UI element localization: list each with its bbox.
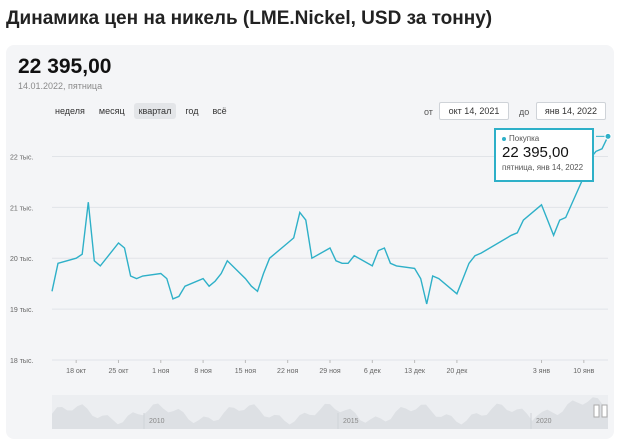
navigator-year-label: 2015: [343, 418, 359, 425]
tooltip-series-name: Покупка: [509, 134, 540, 143]
tooltip-series-dot-icon: [502, 136, 506, 141]
series-line-pokupka: [51, 135, 609, 305]
y-tick-label: 20 тыс.: [10, 256, 33, 263]
navigator-year-label: 2020: [536, 418, 552, 425]
y-tick-label: 19 тыс.: [10, 307, 33, 314]
x-tick-label: 25 окт: [108, 368, 129, 375]
x-tick-label: 29 ноя: [319, 368, 340, 375]
x-tick-label: 22 ноя: [277, 368, 298, 375]
current-date: 14.01.2022, пятница: [18, 81, 103, 91]
page-title: Динамика цен на никель (LME.Nickel, USD …: [6, 8, 493, 29]
last-point-marker: [604, 132, 612, 140]
x-tick-label: 6 дек: [364, 368, 382, 375]
navigator-handle-left[interactable]: [593, 404, 600, 418]
date-to-input[interactable]: янв 14, 2022: [536, 102, 606, 120]
y-tick-label: 21 тыс.: [10, 205, 33, 212]
range-all-button[interactable]: всё: [212, 106, 227, 116]
y-tick-label: 22 тыс.: [10, 154, 33, 161]
range-quarter-button[interactable]: квартал: [133, 103, 177, 119]
tooltip: Покупка 22 395,00 пятница, янв 14, 2022: [494, 128, 594, 182]
date-to-label: до: [519, 107, 530, 117]
y-tick-label: 18 тыс.: [10, 358, 33, 365]
navigator-year-label: 2010: [149, 418, 165, 425]
price-chart[interactable]: 18 тыс. 19 тыс. 20 тыс. 21 тыс. 22 тыс. 18 ок…: [6, 45, 614, 439]
navigator-handle-right[interactable]: [601, 404, 608, 418]
x-tick-label: 13 дек: [404, 368, 426, 375]
range-week-button[interactable]: неделя: [55, 106, 85, 116]
x-tick-label: 8 ноя: [194, 368, 212, 375]
date-from-input[interactable]: окт 14, 2021: [439, 102, 509, 120]
x-tick-label: 1 ноя: [152, 368, 170, 375]
navigator-area: [52, 397, 608, 429]
tooltip-value: 22 395,00: [502, 144, 569, 161]
tooltip-date: пятница, янв 14, 2022: [502, 163, 584, 172]
date-from-label: от: [424, 107, 433, 117]
range-selector: неделя месяц квартал год всё: [50, 103, 232, 119]
x-tick-label: 20 дек: [447, 368, 469, 375]
x-tick-label: 10 янв: [573, 368, 594, 375]
x-tick-label: 3 янв: [533, 368, 550, 375]
range-month-button[interactable]: месяц: [98, 106, 125, 116]
x-tick-label: 15 ноя: [235, 368, 256, 375]
current-value: 22 395,00: [18, 55, 112, 78]
chart-card: 22 395,00 14.01.2022, пятница неделя мес…: [6, 45, 614, 439]
x-tick-label: 18 окт: [66, 368, 87, 375]
range-year-button[interactable]: год: [185, 106, 199, 116]
